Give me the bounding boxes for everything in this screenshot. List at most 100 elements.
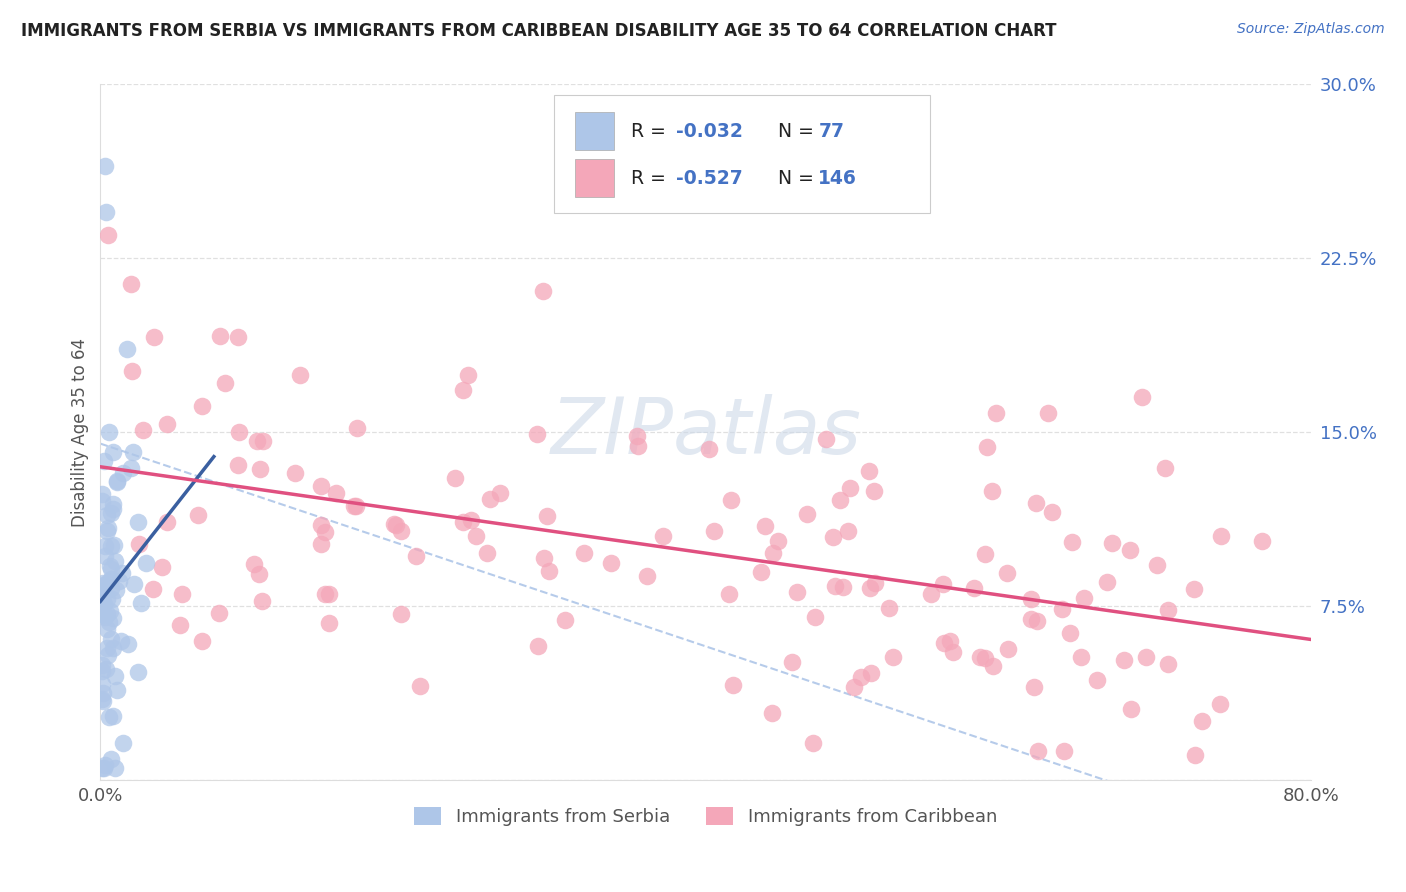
Point <box>1209 529 1232 543</box>
Point <box>103 444 125 458</box>
Point <box>1184 748 1206 763</box>
Point <box>932 636 955 650</box>
Point <box>242 557 264 571</box>
Point <box>839 481 862 495</box>
Point <box>252 434 274 448</box>
Point <box>150 560 173 574</box>
Point <box>98 710 121 724</box>
Point <box>1022 680 1045 694</box>
Point <box>127 665 149 679</box>
Text: -0.032: -0.032 <box>675 122 742 141</box>
Point <box>96 622 118 636</box>
Point <box>105 475 128 489</box>
Point <box>1025 614 1047 628</box>
Point <box>475 546 498 560</box>
Point <box>720 493 742 508</box>
Point <box>91 677 114 691</box>
Point <box>132 423 155 437</box>
Point <box>536 508 558 523</box>
Point <box>120 277 142 292</box>
Point <box>96 607 118 622</box>
Point <box>526 427 548 442</box>
Point <box>96 205 118 219</box>
Point <box>1026 744 1049 758</box>
Y-axis label: Disability Age 35 to 64: Disability Age 35 to 64 <box>72 337 89 526</box>
Point <box>997 641 1019 656</box>
Point <box>626 439 648 453</box>
Point <box>1121 702 1143 716</box>
Point <box>93 578 115 592</box>
Point <box>103 538 125 552</box>
FancyBboxPatch shape <box>554 95 929 213</box>
Point <box>832 580 855 594</box>
Point <box>311 537 333 551</box>
Point <box>110 566 132 581</box>
Point <box>1070 650 1092 665</box>
Point <box>104 761 127 775</box>
Point <box>600 556 623 570</box>
Point <box>837 524 859 538</box>
Point <box>721 678 744 692</box>
Point <box>1036 406 1059 420</box>
Point <box>122 445 145 459</box>
Point <box>343 500 366 514</box>
Point <box>120 461 142 475</box>
Text: 146: 146 <box>818 169 858 188</box>
Point <box>325 486 347 500</box>
Point <box>1101 536 1123 550</box>
Text: IMMIGRANTS FROM SERBIA VS IMMIGRANTS FROM CARIBBEAN DISABILITY AGE 35 TO 64 CORR: IMMIGRANTS FROM SERBIA VS IMMIGRANTS FRO… <box>21 22 1056 40</box>
Point <box>346 500 368 514</box>
Text: -0.527: -0.527 <box>675 169 742 188</box>
Point <box>824 579 846 593</box>
Bar <box>575 159 614 197</box>
Point <box>796 508 818 522</box>
Point <box>1073 591 1095 606</box>
Point <box>98 604 121 618</box>
Point <box>226 329 249 343</box>
Point <box>98 615 121 629</box>
Point <box>112 466 135 480</box>
Point <box>96 524 118 539</box>
Point <box>100 752 122 766</box>
Point <box>1208 697 1230 711</box>
Point <box>101 502 124 516</box>
Point <box>981 658 1004 673</box>
Point <box>1059 625 1081 640</box>
Point <box>100 562 122 576</box>
Point <box>976 440 998 454</box>
Point <box>156 417 179 432</box>
Point <box>844 681 866 695</box>
Point <box>478 491 501 506</box>
Point <box>1157 603 1180 617</box>
Point <box>489 486 512 500</box>
Point <box>91 588 114 602</box>
Point <box>103 611 125 625</box>
Point <box>531 284 554 298</box>
Point <box>389 524 412 538</box>
Point <box>974 547 997 561</box>
Point <box>142 330 165 344</box>
Point <box>995 566 1018 580</box>
Point <box>754 519 776 533</box>
Point <box>828 493 851 508</box>
Point <box>1157 657 1180 671</box>
Point <box>851 670 873 684</box>
Point <box>877 600 900 615</box>
Point <box>1119 542 1142 557</box>
Point <box>103 709 125 723</box>
Text: ZIPatlas: ZIPatlas <box>550 394 862 470</box>
Point <box>537 564 560 578</box>
Point <box>1154 461 1177 475</box>
Text: N =: N = <box>779 169 820 188</box>
Point <box>228 425 250 439</box>
Point <box>100 581 122 595</box>
Point <box>1085 673 1108 687</box>
Point <box>1146 558 1168 573</box>
Point <box>91 588 114 602</box>
Point <box>932 577 955 591</box>
Point <box>1130 390 1153 404</box>
Point <box>90 691 112 706</box>
Point <box>98 558 121 573</box>
Point <box>284 466 307 480</box>
Point <box>762 546 785 560</box>
